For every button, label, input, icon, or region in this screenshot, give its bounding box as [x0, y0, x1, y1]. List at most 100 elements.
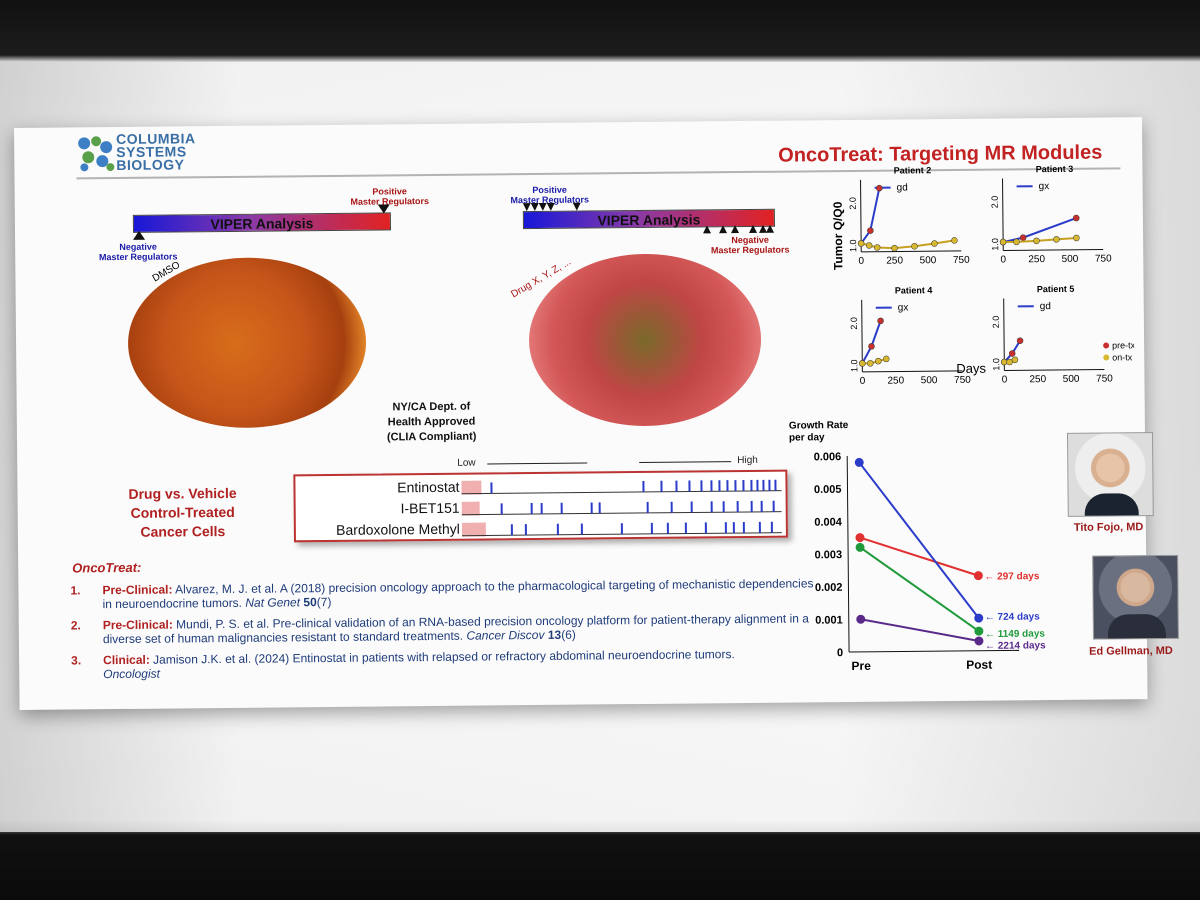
series-point-pre — [856, 614, 866, 624]
legend-on-label: on-tx — [1112, 352, 1133, 362]
scale-low-label: Low — [457, 457, 476, 469]
series-point-on-tx — [875, 357, 882, 365]
references-heading: OncoTreat: — [72, 559, 142, 576]
x-tick-label: 0 — [858, 256, 864, 267]
series-point-on-tx — [873, 244, 881, 251]
enrichment-bar — [461, 521, 782, 537]
tumor-panel-4: Patient 4 gx 1.0 2.0 0 250 500 750 — [849, 285, 971, 387]
x-axis — [862, 370, 963, 373]
series-point-on-tx — [883, 355, 890, 363]
legend-on-marker — [1103, 354, 1110, 361]
series-line — [860, 618, 980, 642]
panel-title: Patient 4 — [895, 285, 933, 295]
x-tick-label: 750 — [1096, 373, 1113, 384]
logo-network-icon — [78, 136, 115, 172]
viper-bar-left-label: VIPER Analysis — [210, 215, 314, 233]
series-point-on-tx — [891, 244, 898, 252]
y-tick-label: 0.003 — [815, 549, 843, 561]
series-end-label: ← 724 days — [985, 612, 1041, 624]
growth-rate-chart: 0.006 0.005 0.004 0.003 0.002 0.001 0 Pre Post ← … — [814, 451, 1046, 673]
drug-vs-vehicle-label: Drug vs. Vehicle Control-Treated Cancer Ce… — [128, 484, 237, 540]
patient-code: gd — [1040, 301, 1051, 312]
series-point-on-tx — [865, 242, 873, 249]
x-tick-label: 250 — [886, 255, 903, 266]
series-point-on-tx — [859, 360, 866, 367]
reference-item: 1. Pre-Clinical: Alvarez, M. J. et al. A… — [70, 576, 814, 612]
scale-high-label: High — [737, 454, 758, 467]
y-tick-label: 2.0 — [849, 317, 859, 330]
y-axis — [1003, 298, 1005, 371]
heatmap-row-ibet151: I-BET151 — [296, 495, 790, 520]
series-line — [859, 546, 980, 632]
heatmap-row-bardoxolone: Bardoxolone Methyl — [296, 516, 790, 541]
x-axis — [1004, 369, 1105, 372]
y-tick-label: 2.0 — [990, 196, 1000, 209]
series-point-on-tx — [1011, 356, 1019, 364]
y-tick-label: 2.0 — [991, 316, 1001, 329]
series-line — [858, 461, 980, 619]
presentation-slide: COLUMBIA SYSTEMS BIOLOGY OncoTreat: Targ… — [14, 117, 1179, 710]
series-point-on-tx — [951, 237, 958, 244]
patient-code: gd — [897, 182, 908, 193]
clia-approval-note: NY/CA Dept. of Health Approved (CLIA Compl… — [386, 400, 477, 444]
series-line-pre-tx — [860, 187, 881, 244]
series-point-pre-tx — [868, 343, 875, 350]
enrichment-bar — [461, 477, 782, 495]
x-axis — [861, 250, 962, 253]
left-positive-marker — [377, 204, 390, 214]
series-line-pre-tx — [861, 320, 882, 364]
legend-pre-marker — [1103, 342, 1110, 349]
y-tick-label: 0.005 — [814, 484, 842, 496]
x-tick-label: 500 — [1063, 374, 1080, 385]
panel-title: Patient 2 — [894, 165, 932, 175]
ed-gellman-name: Ed Gellman, MD — [1089, 644, 1173, 658]
drug-name: Bardoxolone Methyl — [336, 520, 460, 538]
series-point-post — [973, 571, 983, 581]
y-tick-label: 0 — [837, 647, 843, 659]
tumor-panel-5: Patient 5 gd 1.0 2.0 0 250 500 750 — [991, 284, 1113, 386]
y-tick-label: 1.0 — [848, 239, 858, 252]
y-tick-label: 0.004 — [814, 516, 843, 528]
series-point-pre — [854, 457, 864, 467]
right-negative-markers — [703, 224, 775, 234]
series-point-on-tx — [911, 243, 918, 250]
logo-line-3: BIOLOGY — [116, 156, 185, 174]
series-point-on-tx — [1013, 238, 1020, 246]
series-line — [859, 536, 979, 577]
x-label-pre: Pre — [851, 659, 871, 673]
y-tick-label: 0.001 — [815, 614, 843, 626]
tito-fojo-photo — [1066, 432, 1154, 517]
series-end-label: ← 297 days — [984, 571, 1040, 583]
series-point-pre-tx — [877, 317, 884, 325]
drug-treated-cell-image — [528, 252, 762, 428]
scale-high-arrow — [639, 461, 732, 464]
panel-title: Patient 3 — [1036, 164, 1074, 174]
series-end-label: ← 1149 days — [985, 629, 1046, 641]
series-point-pre — [855, 542, 865, 552]
x-tick-label: 750 — [953, 255, 970, 266]
x-tick-label: 0 — [1002, 374, 1008, 385]
series-point-post — [974, 636, 984, 646]
x-tick-label: 250 — [1028, 254, 1045, 265]
growth-y-axis-label: Growth Rate per day — [788, 420, 849, 444]
y-tick-label: 1.0 — [849, 359, 859, 372]
right-positive-markers — [522, 202, 581, 212]
drug-name: Entinostat — [397, 478, 460, 496]
patient-code: gx — [1039, 181, 1050, 192]
x-tick-label: 500 — [921, 375, 938, 386]
x-tick-label: 250 — [887, 375, 904, 386]
series-end-label: ← 2214 days — [985, 640, 1046, 652]
dmso-cancer-cell-image — [127, 256, 367, 429]
tumor-panel-3: Patient 3 gx 1.0 2.0 0 250 500 750 — [990, 164, 1112, 266]
series-point-on-tx — [1073, 234, 1080, 242]
series-line-on-tx — [862, 357, 887, 365]
series-point-on-tx — [1053, 236, 1060, 243]
series-point-post — [974, 626, 984, 636]
tito-fojo-name: Tito Fojo, MD — [1073, 521, 1144, 534]
y-tick-label: 1.0 — [990, 238, 1000, 251]
panel-title: Patient 5 — [1037, 284, 1075, 294]
y-tick-label: 2.0 — [848, 197, 858, 210]
scale-low-line — [487, 462, 588, 465]
x-tick-label: 0 — [1000, 254, 1006, 265]
drug-name: I-BET151 — [400, 499, 460, 517]
